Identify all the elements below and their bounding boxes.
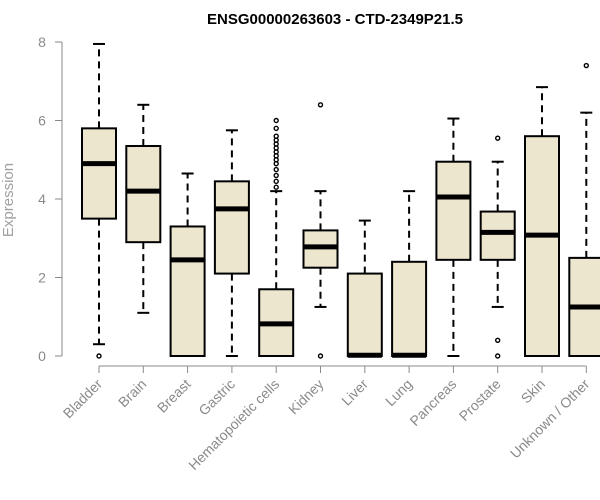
box-hematopoietic-cells	[258, 117, 295, 357]
box-brain	[125, 103, 162, 314]
y-axis: 0 2 4 6 8	[38, 34, 63, 364]
box-iqr	[524, 135, 560, 357]
box-skin	[524, 86, 560, 357]
box-iqr	[391, 260, 428, 357]
y-tick-label: 6	[38, 113, 46, 129]
x-tick-label: Skin	[518, 376, 549, 407]
box-iqr	[169, 225, 206, 357]
box-unknown-other	[568, 62, 600, 357]
x-tick-label: Lung	[382, 376, 415, 409]
box-prostate	[479, 135, 516, 359]
box-iqr	[81, 127, 117, 220]
box-iqr	[213, 180, 250, 275]
box-gastric	[213, 129, 250, 357]
outlier-point	[273, 117, 279, 124]
outlier-point	[273, 184, 279, 190]
box-bladder	[81, 42, 117, 359]
outlier-point	[317, 102, 324, 108]
outlier-point	[317, 353, 324, 359]
outlier-point	[495, 353, 501, 359]
box-iqr	[479, 210, 516, 261]
y-tick-label: 0	[38, 348, 46, 364]
outlier-point	[96, 353, 102, 359]
y-tick-label: 4	[38, 191, 46, 207]
x-tick-label: Unknown / Other	[507, 376, 593, 462]
x-tick-label: Brain	[115, 376, 149, 410]
box-liver	[346, 219, 383, 358]
box-series	[81, 42, 600, 359]
x-tick-label: Bladder	[60, 376, 106, 422]
box-kidney	[302, 102, 339, 359]
y-axis-label: Expression	[0, 163, 17, 237]
chart-title: ENSG00000263603 - CTD-2349P21.5	[207, 11, 463, 28]
outlier-point	[495, 135, 501, 141]
outlier-point	[583, 62, 589, 69]
box-iqr	[346, 272, 383, 358]
outlier-point	[273, 133, 279, 139]
y-tick-label: 2	[38, 270, 46, 286]
outlier-point	[273, 178, 279, 185]
outlier-point	[495, 337, 501, 343]
outlier-point	[273, 172, 279, 179]
box-breast	[169, 172, 206, 357]
x-tick-label: Gastric	[195, 376, 238, 419]
box-pancreas	[435, 117, 472, 357]
y-tick-label: 8	[38, 34, 46, 50]
x-tick-label: Pancreas	[406, 376, 459, 429]
x-tick-label: Liver	[338, 376, 371, 409]
x-tick-label: Kidney	[285, 376, 327, 418]
x-tick-label: Breast	[154, 376, 194, 416]
box-lung	[391, 190, 428, 358]
x-tick-label: Prostate	[456, 376, 504, 424]
outlier-point	[273, 166, 279, 173]
outlier-point	[273, 125, 279, 132]
box-iqr	[125, 145, 162, 244]
box-iqr	[435, 160, 472, 261]
